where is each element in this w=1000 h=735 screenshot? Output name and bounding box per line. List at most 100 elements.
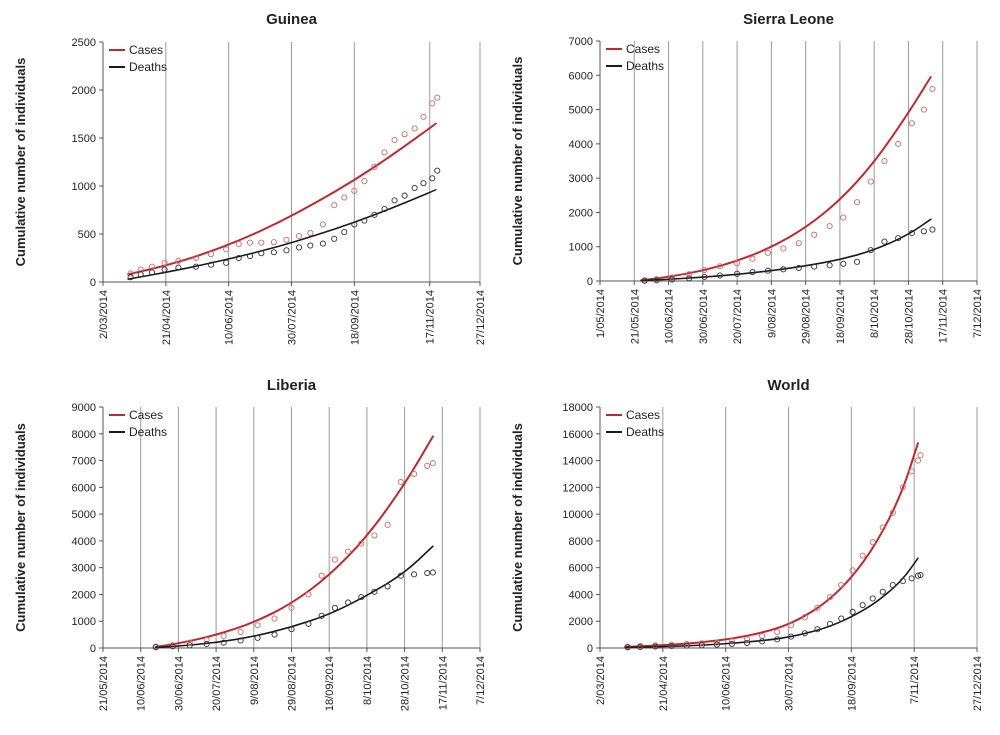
cases-data-point <box>270 239 277 246</box>
y-tick-label: 9000 <box>72 402 96 414</box>
cases-data-point <box>859 552 866 559</box>
deaths-data-point <box>270 249 277 256</box>
deaths-data-point <box>397 572 404 579</box>
x-tick-label: 30/06/2014 <box>698 289 710 344</box>
cases-data-point <box>929 85 936 93</box>
x-tick-label: 2/03/2014 <box>595 656 607 705</box>
deaths-data-point <box>318 612 325 619</box>
cases-data-point <box>728 638 736 645</box>
cases-data-point <box>254 622 261 629</box>
cases-data-point <box>341 194 348 201</box>
deaths-data-point <box>759 638 766 645</box>
deaths-data-point <box>391 197 398 204</box>
y-tick-label: 6000 <box>569 563 593 575</box>
x-tick-label: 27/12/2014 <box>475 290 487 345</box>
x-tick-label: 27/12/2014 <box>972 656 984 711</box>
deaths-data-point <box>358 594 365 601</box>
deaths-model-line <box>624 557 919 649</box>
deaths-data-point <box>929 226 936 233</box>
y-tick-label: 4000 <box>72 536 96 548</box>
y-axis-label: Cumulative number of individuals <box>510 57 525 266</box>
y-tick-label: 3000 <box>569 173 593 185</box>
cases-data-point <box>734 260 741 267</box>
cases-data-point <box>319 221 326 228</box>
cases-data-point <box>381 149 388 156</box>
deaths-data-point <box>127 274 134 281</box>
deaths-data-point <box>881 238 888 245</box>
cases-data-point <box>759 632 766 640</box>
cases-data-point <box>811 231 818 238</box>
y-tick-label: 2000 <box>72 85 96 97</box>
y-tick-label: 18000 <box>562 402 593 414</box>
cases-data-point <box>853 199 861 206</box>
cases-data-point <box>743 636 751 643</box>
y-tick-label: 10000 <box>562 509 593 521</box>
cases-data-point <box>914 457 921 464</box>
cases-data-point <box>331 202 338 209</box>
y-tick-label: 0 <box>587 643 593 655</box>
x-tick-label: 28/10/2014 <box>400 656 412 711</box>
chart-title: Guinea <box>266 11 318 28</box>
deaths-data-point <box>381 205 388 213</box>
y-tick-label: 6000 <box>72 482 96 494</box>
deaths-data-point <box>283 247 290 254</box>
y-tick-label: 4000 <box>569 589 593 601</box>
legend-deaths-label: Deaths <box>626 425 664 439</box>
deaths-data-point <box>668 642 675 650</box>
deaths-data-point <box>840 260 847 267</box>
deaths-data-point <box>683 642 690 649</box>
x-tick-label: 17/11/2014 <box>425 290 437 344</box>
x-tick-label: 21/04/2014 <box>161 290 173 345</box>
deaths-data-point <box>859 602 866 609</box>
x-tick-label: 8/10/2014 <box>362 656 374 705</box>
cases-data-point <box>220 632 227 640</box>
x-tick-label: 10/06/2014 <box>224 290 236 345</box>
y-tick-label: 2000 <box>72 589 96 601</box>
deaths-data-point <box>271 631 278 638</box>
y-tick-label: 5000 <box>72 509 96 521</box>
cases-data-point <box>826 223 833 230</box>
cases-data-point <box>780 245 787 252</box>
deaths-data-point <box>169 643 176 650</box>
cases-data-point <box>434 94 441 101</box>
cases-data-point <box>246 239 254 246</box>
x-tick-label: 2/03/2014 <box>98 290 110 339</box>
cases-data-point <box>288 604 295 611</box>
deaths-data-point <box>713 641 720 648</box>
deaths-data-point <box>148 269 156 276</box>
cases-data-point <box>358 540 365 547</box>
deaths-data-point <box>879 588 886 595</box>
cases-data-point <box>424 462 431 469</box>
deaths-data-point <box>652 643 659 650</box>
y-axis-label: Cumulative number of individuals <box>510 423 525 632</box>
deaths-data-point <box>686 275 693 282</box>
deaths-data-point <box>637 643 644 650</box>
cases-data-point <box>223 246 230 253</box>
cases-data-point <box>161 259 168 266</box>
x-tick-label: 20/07/2014 <box>732 289 744 344</box>
deaths-data-point <box>749 269 756 276</box>
legend-cases-label: Cases <box>626 42 660 56</box>
legend-deaths-label: Deaths <box>626 59 664 73</box>
cases-data-point <box>774 628 781 635</box>
cases-data-point <box>371 532 378 539</box>
deaths-data-point <box>344 599 352 606</box>
cases-data-point <box>838 582 845 589</box>
y-tick-label: 7000 <box>72 456 96 468</box>
legend-cases-label: Cases <box>129 43 163 57</box>
deaths-data-point <box>434 167 441 174</box>
cases-data-point <box>899 484 906 491</box>
deaths-data-point <box>795 264 802 272</box>
deaths-data-point <box>787 633 795 640</box>
deaths-data-point <box>331 235 338 242</box>
cases-data-point <box>208 251 215 258</box>
y-tick-label: 4000 <box>569 139 593 151</box>
y-axis-label: Cumulative number of individuals <box>13 423 28 632</box>
x-tick-label: 21/04/2014 <box>658 656 670 711</box>
x-tick-label: 20/07/2014 <box>211 656 223 711</box>
deaths-data-point <box>826 620 834 627</box>
deaths-data-point <box>429 175 436 182</box>
deaths-data-point <box>914 572 921 579</box>
deaths-data-point <box>867 247 874 254</box>
